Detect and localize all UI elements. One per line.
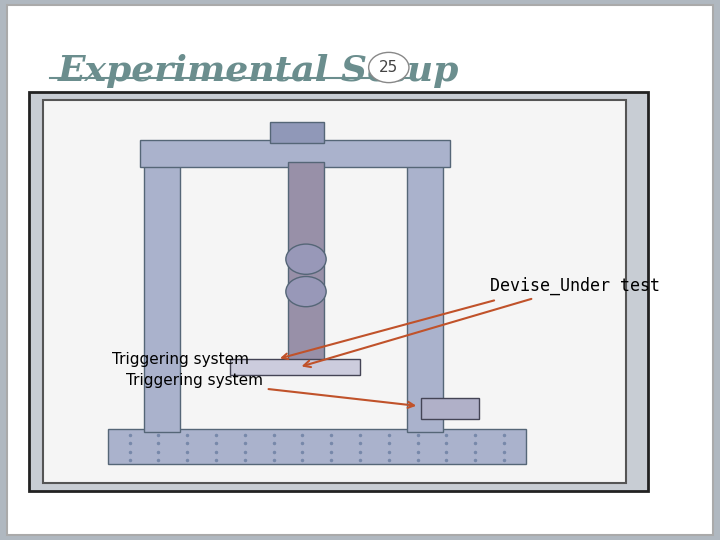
- FancyBboxPatch shape: [108, 429, 526, 464]
- Text: Devise_Under test: Devise_Under test: [304, 277, 660, 367]
- Circle shape: [369, 52, 409, 83]
- Text: Triggering system: Triggering system: [126, 373, 414, 408]
- FancyBboxPatch shape: [270, 122, 324, 143]
- FancyBboxPatch shape: [144, 162, 180, 432]
- Text: 25: 25: [379, 60, 398, 75]
- Text: Triggering system: Triggering system: [112, 352, 248, 367]
- FancyBboxPatch shape: [407, 162, 443, 432]
- FancyBboxPatch shape: [7, 5, 713, 535]
- FancyBboxPatch shape: [43, 100, 626, 483]
- FancyBboxPatch shape: [288, 162, 324, 362]
- Circle shape: [286, 276, 326, 307]
- Text: Experimental Setup: Experimental Setup: [58, 54, 459, 88]
- FancyBboxPatch shape: [140, 140, 450, 167]
- FancyBboxPatch shape: [421, 398, 479, 419]
- Circle shape: [286, 244, 326, 274]
- FancyBboxPatch shape: [230, 359, 360, 375]
- FancyBboxPatch shape: [29, 92, 648, 491]
